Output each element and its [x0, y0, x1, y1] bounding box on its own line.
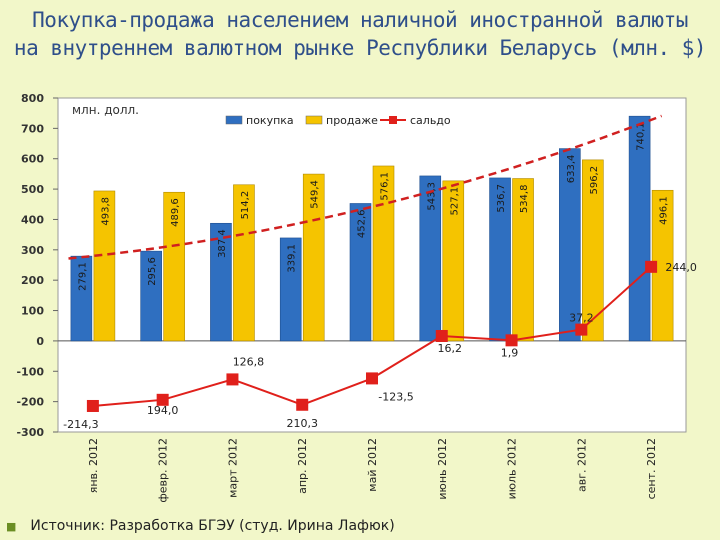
- unit-label: млн. долл.: [72, 103, 139, 117]
- x-tick-label-8: сент. 2012: [645, 438, 658, 499]
- saldo-label-5: 16,2: [438, 342, 463, 355]
- bar-purchase-4: [349, 203, 372, 342]
- bar-purchase-1: [140, 250, 162, 342]
- x-tick-label-7: авг. 2012: [575, 438, 588, 492]
- bar-label-sale-0: 493,8: [100, 197, 111, 226]
- chart-svg: млн. долл. 800 700 600 500 400 300 200 100 0 -100 -…: [16, 92, 697, 503]
- bar-label-sale-1: 489,6: [170, 198, 181, 227]
- legend-swatch-0: [225, 115, 243, 125]
- bar-label-purchase-4: 452,6: [357, 209, 368, 238]
- title-line-1: Покупка-продажа населением наличной инос…: [32, 8, 688, 32]
- legend-label-0: покупка: [246, 114, 294, 127]
- saldo-marker-4: [366, 372, 378, 385]
- y-tick-label: 600: [21, 153, 44, 166]
- y-tick-label: -100: [16, 365, 44, 378]
- saldo-marker-1: [156, 393, 169, 406]
- x-tick-label-1: февр. 2012: [157, 438, 170, 503]
- y-tick-label: -300: [16, 426, 44, 439]
- x-tick-label-2: март 2012: [226, 438, 239, 498]
- bar-label-sale-8: 496,1: [659, 196, 670, 225]
- bar-label-purchase-6: 536,7: [496, 184, 507, 213]
- saldo-marker-5: [435, 329, 448, 342]
- bullet-icon: ■: [6, 520, 17, 533]
- bar-purchase-3: [279, 237, 302, 342]
- bar-sale-3: [302, 173, 325, 342]
- saldo-label-4: -123,5: [378, 390, 413, 403]
- saldo-label-7: 37,2: [569, 312, 594, 325]
- bar-sale-1: [163, 191, 185, 342]
- saldo-label-0: -214,3: [63, 418, 98, 431]
- y-tick-label: 100: [21, 305, 44, 318]
- y-tick-label: 300: [21, 244, 44, 257]
- y-tick-label: 500: [21, 183, 44, 196]
- bar-label-sale-2: 514,2: [240, 191, 251, 220]
- saldo-marker-6: [505, 334, 518, 347]
- footer: ■ Источник: Разработка БГЭУ (студ. Ирина …: [6, 518, 395, 534]
- bar-sale-6: [512, 178, 534, 342]
- saldo-marker-7: [575, 323, 588, 336]
- bar-sale-4: [372, 165, 395, 342]
- bar-label-purchase-8: 740,1: [636, 122, 647, 151]
- saldo-label-1: 194,0: [147, 404, 179, 417]
- bar-purchase-5: [419, 175, 442, 342]
- bar-label-purchase-2: 387,4: [217, 229, 228, 258]
- bar-label-purchase-7: 633,4: [566, 155, 577, 184]
- bar-purchase-8: [628, 115, 651, 342]
- legend-label-2: сальдо: [410, 114, 451, 127]
- bar-label-sale-7: 596,2: [589, 166, 600, 195]
- x-tick-label-3: апр. 2012: [296, 438, 309, 494]
- x-tick-label-6: июль 2012: [506, 438, 519, 499]
- title-line-2: на внутреннем валютном рынке Республики …: [13, 36, 707, 60]
- saldo-label-3: 210,3: [286, 417, 318, 430]
- y-tick-label: 0: [36, 335, 44, 348]
- y-tick-label: 800: [21, 92, 44, 105]
- bar-label-purchase-5: 543,3: [426, 182, 437, 211]
- bar-label-sale-4: 576,1: [380, 172, 391, 201]
- x-tick-label-5: июнь 2012: [436, 438, 449, 500]
- legend-marker-2: [389, 116, 397, 124]
- chart-title: Покупка-продажа населением наличной инос…: [0, 6, 720, 62]
- legend-label-1: продаже: [326, 114, 378, 127]
- saldo-label-8: 244,0: [665, 261, 697, 274]
- bar-label-sale-3: 549,4: [310, 180, 321, 209]
- bar-label-purchase-1: 295,6: [147, 257, 158, 286]
- y-tick-label: 700: [21, 122, 44, 135]
- legend-swatch-1: [305, 115, 323, 125]
- bar-sale-5: [442, 180, 465, 342]
- saldo-label-2: 126,8: [233, 355, 265, 368]
- x-tick-label-0: янв. 2012: [87, 438, 100, 493]
- bar-purchase-2: [210, 222, 232, 342]
- bar-sale-2: [233, 184, 255, 342]
- saldo-marker-2: [226, 373, 239, 386]
- bar-sale-7: [582, 159, 604, 342]
- saldo-marker-8: [645, 260, 658, 273]
- bar-label-purchase-0: 279,1: [77, 262, 88, 291]
- trendline-purchase: [68, 114, 663, 260]
- bar-sale-0: [93, 190, 116, 342]
- bar-label-sale-5: 527,1: [449, 187, 460, 216]
- x-tick-label-4: май 2012: [366, 438, 379, 492]
- saldo-marker-0: [86, 399, 99, 412]
- y-tick-label: 200: [21, 274, 44, 287]
- bar-label-sale-6: 534,8: [519, 185, 530, 214]
- saldo-label-6: 1,9: [501, 346, 519, 359]
- source-note: Источник: Разработка БГЭУ (студ. Ирина Л…: [30, 518, 395, 534]
- y-tick-label: -200: [16, 396, 44, 409]
- saldo-marker-3: [296, 398, 309, 411]
- bar-label-purchase-3: 339,1: [287, 244, 298, 273]
- bar-purchase-6: [489, 177, 511, 342]
- chart-area: млн. долл. 800 700 600 500 400 300 200 100 0 -100 -…: [6, 88, 714, 512]
- y-tick-label: 400: [21, 213, 44, 226]
